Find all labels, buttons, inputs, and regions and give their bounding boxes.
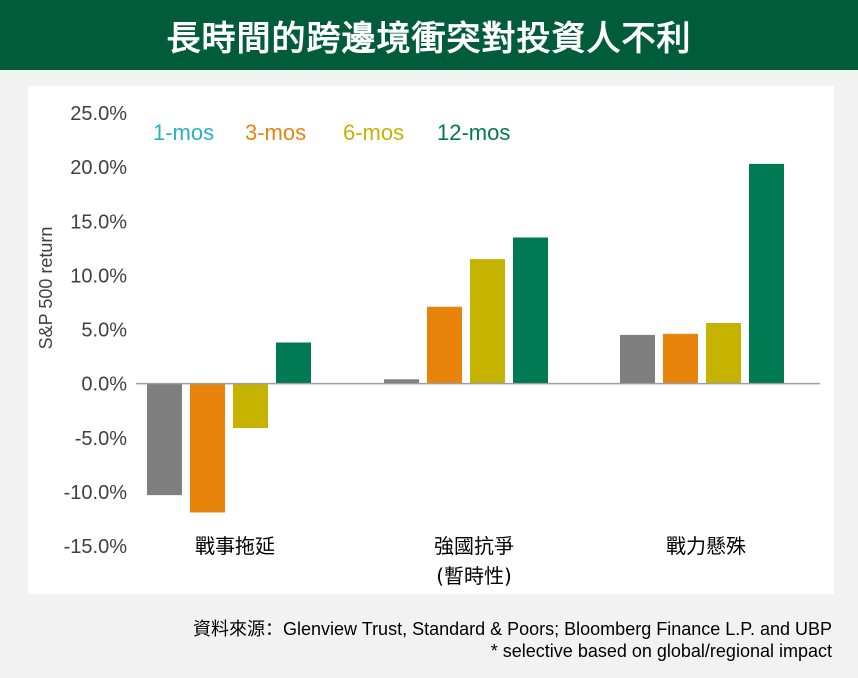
y-tick-label: 5.0% bbox=[81, 320, 127, 342]
legend-entry: 12-mos bbox=[437, 120, 510, 145]
x-tick-label: 戰力懸殊 bbox=[666, 534, 746, 558]
page-title: 長時間的跨邊境衝突對投資人不利 bbox=[166, 18, 692, 59]
x-tick-label: (暫時性) bbox=[436, 564, 512, 588]
y-tick-label: 15.0% bbox=[70, 211, 127, 233]
x-tick-label: 戰事拖延 bbox=[195, 534, 275, 558]
legend-entry: 6-mos bbox=[343, 120, 404, 145]
bar bbox=[513, 237, 548, 384]
bar bbox=[384, 379, 419, 384]
bar bbox=[427, 306, 462, 384]
legend-entry: 3-mos bbox=[245, 120, 306, 145]
bar bbox=[706, 323, 741, 384]
bar bbox=[276, 342, 311, 384]
bar bbox=[470, 259, 505, 384]
bar bbox=[190, 383, 225, 513]
y-tick-label: 25.0% bbox=[70, 103, 127, 125]
bar bbox=[147, 383, 182, 496]
bar bbox=[620, 334, 655, 384]
y-tick-label: -10.0% bbox=[64, 482, 128, 504]
bar bbox=[749, 163, 784, 384]
x-tick-label: 強國抗爭 bbox=[434, 534, 514, 558]
bar bbox=[233, 383, 268, 429]
source-note: 資料來源：Glenview Trust, Standard & Poors; B… bbox=[193, 619, 832, 639]
y-axis-label: S&P 500 return bbox=[36, 227, 56, 350]
y-tick-label: 10.0% bbox=[70, 265, 127, 287]
footnote: * selective based on global/regional imp… bbox=[490, 641, 832, 661]
y-tick-label: -15.0% bbox=[64, 536, 128, 558]
title-banner: 長時間的跨邊境衝突對投資人不利 bbox=[0, 0, 858, 70]
y-tick-label: 0.0% bbox=[81, 374, 127, 396]
legend-entry: 1-mos bbox=[153, 120, 214, 145]
y-tick-label: 20.0% bbox=[70, 157, 127, 179]
bar bbox=[663, 333, 698, 384]
y-tick-label: -5.0% bbox=[75, 428, 127, 450]
